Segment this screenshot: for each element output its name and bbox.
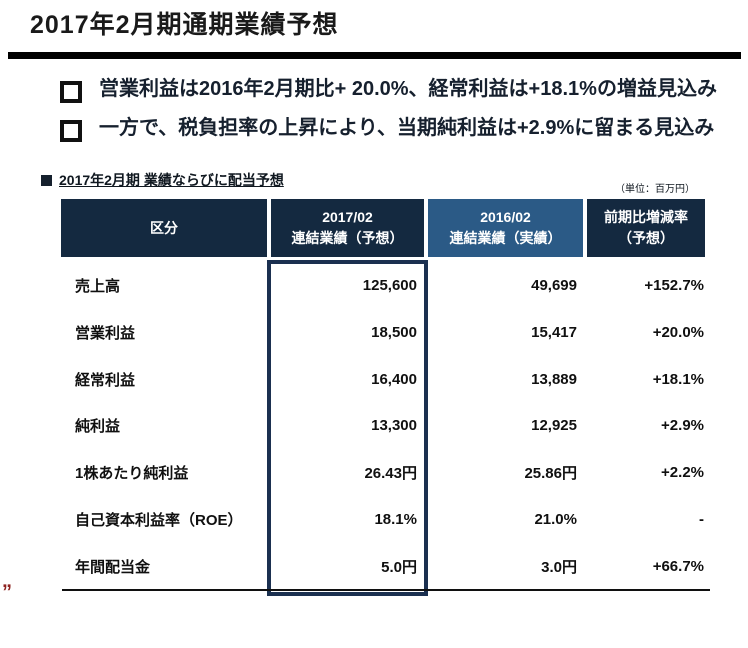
square-bullet-icon <box>60 81 82 103</box>
bullet-list: 営業利益は2016年2月期比+ 20.0%、経常利益は+18.1%の増益見込み … <box>60 76 740 154</box>
change-value-cell: +152.7% <box>644 276 704 294</box>
row-label: 売上高 <box>75 277 121 295</box>
fy2016-value-cell: 12,925 <box>531 417 577 435</box>
row-label: 自己資本利益率（ROE） <box>75 512 243 530</box>
bullet-text: 営業利益は2016年2月期比+ 20.0%、経常利益は+18.1%の増益見込み <box>99 78 717 100</box>
fy2017-value-cell: 16,400 <box>371 370 417 388</box>
change-value-cell: +20.0% <box>652 323 704 341</box>
fy2016-value-cell: 3.0円 <box>541 559 577 577</box>
column-header-category: 区分 <box>61 199 267 257</box>
page-title: 2017年2月期通期業績予想 <box>30 11 339 39</box>
column-header-line: 2016/02 <box>480 209 531 225</box>
fy2016-value-cell: 21.0% <box>534 511 577 529</box>
change-value-cell: +2.2% <box>661 464 704 482</box>
unit-note: （単位：百万円） <box>615 184 695 195</box>
fy2017-value-cell: 13,300 <box>371 417 417 435</box>
column-header-line: 前期比増減率 <box>604 209 688 225</box>
bullet-text: 一方で、税負担率の上昇により、当期純利益は+2.9%に留まる見込み <box>99 117 715 139</box>
fy2016-value-cell: 25.86円 <box>524 465 577 483</box>
footer-artifact-mark: „ <box>2 570 12 592</box>
fy2016-value-cell: 15,417 <box>531 323 577 341</box>
fy2017-value-cell: 26.43円 <box>364 465 417 483</box>
column-header-line: （予想） <box>618 230 674 246</box>
square-bullet-icon <box>60 120 82 142</box>
filled-square-bullet-icon <box>41 174 52 186</box>
fy2016-value-cell: 49,699 <box>531 276 577 294</box>
fy2017-value-cell: 18,500 <box>371 323 417 341</box>
row-label: 年間配当金 <box>75 559 151 577</box>
table-row: 1株あたり純利益 26.43円 25.86円 +2.2% <box>61 449 705 496</box>
change-value-cell: +2.9% <box>661 417 704 435</box>
title-underline-rule <box>8 52 741 59</box>
change-value-cell: - <box>699 511 704 529</box>
row-label: 経常利益 <box>75 371 136 389</box>
column-header-line: 連結業績（実績） <box>449 230 562 246</box>
bullet-item: 一方で、税負担率の上昇により、当期純利益は+2.9%に留まる見込み <box>60 115 740 142</box>
row-label: 営業利益 <box>75 324 136 342</box>
table-caption: 2017年2月期 業績ならびに配当予想 <box>41 170 284 190</box>
fy2016-value-cell: 13,889 <box>531 370 577 388</box>
column-header-line: 区分 <box>150 219 178 236</box>
change-value-cell: +18.1% <box>652 370 704 388</box>
column-header-line: 2017/02 <box>322 209 373 225</box>
table-body: 売上高 125,600 49,699 +152.7% 営業利益 18,500 1… <box>61 262 705 590</box>
table-row: 年間配当金 5.0円 3.0円 +66.7% <box>61 543 705 590</box>
table-row: 営業利益 18,500 15,417 +20.0% <box>61 309 705 356</box>
column-header-fy2017-forecast: 2017/02 連結業績（予想） <box>271 199 424 257</box>
row-label: 1株あたり純利益 <box>75 465 189 483</box>
table-row: 売上高 125,600 49,699 +152.7% <box>61 262 705 309</box>
fy2017-value-cell: 5.0円 <box>381 559 417 577</box>
fy2017-value-cell: 125,600 <box>362 276 417 294</box>
change-value-cell: +66.7% <box>652 558 704 576</box>
column-header-line: 連結業績（予想） <box>291 230 404 246</box>
table-bottom-rule <box>62 589 710 591</box>
bullet-item: 営業利益は2016年2月期比+ 20.0%、経常利益は+18.1%の増益見込み <box>60 76 740 103</box>
row-label: 純利益 <box>75 418 121 436</box>
table-row: 経常利益 16,400 13,889 +18.1% <box>61 356 705 403</box>
table-row: 純利益 13,300 12,925 +2.9% <box>61 403 705 450</box>
fy2017-value-cell: 18.1% <box>374 511 417 529</box>
table-caption-text: 2017年2月期 業績ならびに配当予想 <box>59 172 284 188</box>
table-row: 自己資本利益率（ROE） 18.1% 21.0% - <box>61 496 705 543</box>
column-header-yoy-change: 前期比増減率 （予想） <box>587 199 705 257</box>
column-header-fy2016-actual: 2016/02 連結業績（実績） <box>428 199 583 257</box>
